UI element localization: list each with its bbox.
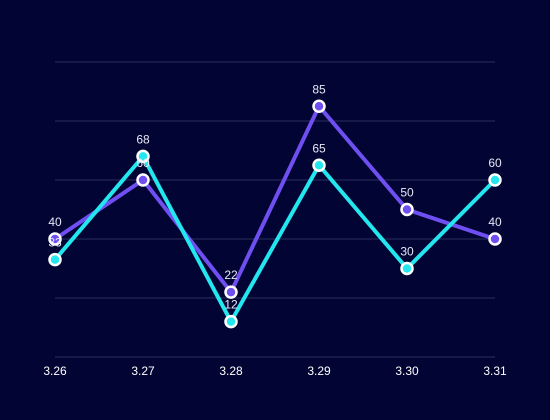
data-label: 50 (400, 186, 414, 200)
data-point (488, 232, 502, 246)
data-point (136, 149, 150, 164)
data-label: 12 (224, 298, 238, 312)
x-tick-label: 3.27 (131, 364, 155, 378)
x-tick-label: 3.26 (43, 364, 67, 378)
data-point (400, 261, 414, 276)
x-tick-label: 3.29 (307, 364, 331, 378)
data-label: 22 (224, 268, 238, 282)
data-label: 85 (312, 82, 326, 96)
data-label: 60 (488, 156, 502, 170)
data-label: 68 (136, 132, 150, 146)
data-point (48, 252, 62, 267)
data-point (400, 202, 414, 217)
data-point (488, 173, 502, 187)
x-tick-label: 3.28 (219, 364, 243, 378)
data-point (312, 158, 326, 172)
data-point (136, 173, 150, 187)
data-label: 33 (48, 236, 62, 250)
data-point (312, 99, 326, 113)
series-line (53, 152, 497, 326)
data-label: 60 (136, 156, 150, 170)
data-point (224, 285, 238, 299)
data-point (224, 314, 238, 329)
data-label: 65 (312, 141, 326, 155)
data-label: 40 (48, 215, 62, 229)
grid-lines (55, 61, 495, 358)
data-label: 40 (488, 215, 502, 229)
data-label: 30 (400, 245, 414, 259)
x-tick-label: 3.31 (483, 364, 507, 378)
x-tick-label: 3.30 (395, 364, 419, 378)
x-axis: 3.26 3.27 3.28 3.29 3.30 3.31 (43, 364, 507, 378)
series-lines (48, 99, 502, 329)
data-point (48, 232, 62, 246)
data-labels: 40 60 22 85 50 40 33 68 12 65 30 60 (48, 82, 502, 311)
series-line (53, 102, 496, 296)
